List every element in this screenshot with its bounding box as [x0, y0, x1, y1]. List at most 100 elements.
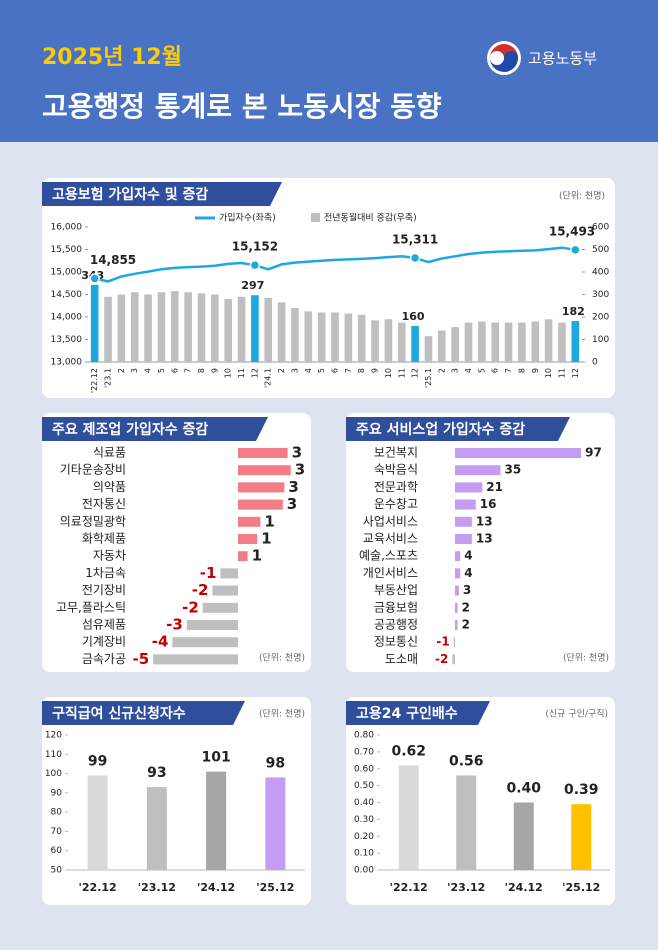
bar	[455, 620, 458, 630]
y2-tick-label: 0	[592, 358, 598, 368]
value-label: 2	[462, 618, 470, 632]
category-label: 전기장비	[82, 583, 126, 597]
bar	[238, 516, 261, 527]
x-tick-label: 3	[130, 368, 139, 373]
bar	[202, 602, 238, 613]
panel	[346, 697, 615, 905]
ministry-logo	[487, 41, 521, 75]
category-label: 화학제품	[82, 532, 126, 546]
x-tick-label: 9	[210, 368, 219, 373]
x-tick-label: '24.12	[197, 881, 235, 894]
unit-label: (신규 구인/구직)	[545, 709, 608, 720]
y2-tick-label: 300	[592, 290, 609, 300]
bar	[153, 654, 238, 665]
category-label: 의료정밀광학	[60, 514, 126, 528]
panel-title: 주요 서비스업 가입자수 증감	[356, 421, 525, 438]
x-tick-label: '24.12	[505, 881, 543, 894]
x-tick-label: '22.12	[390, 881, 428, 894]
x-tick-label: '22.12	[79, 881, 117, 894]
bar	[117, 294, 126, 362]
y-tick-label: 110	[45, 750, 62, 760]
bar	[411, 326, 419, 362]
y-tick-label: 0.70	[354, 747, 374, 757]
bar	[455, 585, 459, 596]
bar	[238, 499, 283, 510]
bar	[518, 322, 526, 362]
category-label: 운수창고	[374, 497, 418, 511]
unit-label: (단위: 천명)	[259, 653, 305, 664]
y-tick-label: 90	[51, 788, 63, 798]
x-tick-label: 4	[304, 368, 313, 373]
x-tick-label: 3	[451, 368, 460, 373]
unit-label: (단위: 천명)	[563, 653, 609, 664]
bar	[397, 322, 406, 362]
bar	[157, 292, 166, 362]
bar	[104, 296, 112, 362]
bar	[197, 293, 206, 362]
bar	[455, 551, 461, 562]
x-tick-label: 6	[170, 368, 179, 373]
category-label: 기타운송장비	[60, 463, 126, 477]
value-label: -2	[182, 598, 199, 616]
bar	[455, 465, 501, 476]
line-value-label: 15,493	[549, 224, 595, 238]
line-marker	[570, 244, 581, 256]
y-tick-label: 0.60	[354, 764, 374, 774]
bar	[238, 534, 258, 544]
value-label: 0.39	[564, 782, 599, 798]
y-tick-label: 14,000	[51, 313, 83, 323]
x-tick-label: 2	[277, 368, 286, 373]
category-label: 섬유제품	[82, 618, 126, 632]
bar	[455, 568, 461, 579]
panel	[346, 413, 615, 672]
bar	[130, 292, 139, 362]
value-label: -3	[166, 616, 183, 634]
y-tick-label: 13,000	[51, 358, 83, 368]
bar	[264, 297, 273, 362]
bar	[451, 327, 459, 362]
bar	[170, 291, 179, 362]
x-tick-label: 11	[237, 368, 246, 378]
x-tick-label: 6	[331, 368, 340, 373]
y-tick-label: 0.20	[354, 832, 374, 842]
line-marker	[249, 259, 261, 271]
value-label: 21	[486, 480, 503, 494]
bar	[238, 465, 291, 476]
header-band	[0, 0, 658, 142]
y2-tick-label: 600	[592, 223, 609, 233]
value-label: 0.56	[449, 754, 484, 770]
y-tick-label: 14,500	[51, 290, 83, 300]
bar	[331, 312, 339, 362]
panel	[42, 697, 311, 905]
bar	[491, 322, 500, 362]
x-tick-label: '25.1	[424, 368, 433, 388]
bar	[513, 802, 534, 870]
x-tick-label: 5	[317, 368, 326, 373]
bar	[571, 321, 580, 362]
value-label: 3	[287, 495, 297, 513]
line-value-label: 15,311	[392, 233, 438, 247]
value-label: 0.40	[506, 781, 541, 797]
y-tick-label: 0.50	[354, 781, 374, 791]
y-tick-label: 0.30	[354, 815, 374, 825]
category-label: 금속가공	[82, 652, 126, 666]
category-label: 1차금속	[85, 566, 126, 580]
bar	[238, 551, 248, 562]
category-label: 의약품	[93, 479, 126, 494]
bar	[464, 322, 473, 362]
value-label: 35	[505, 463, 522, 477]
panel-title: 고용보험 가입자수 및 증감	[52, 186, 208, 203]
y2-tick-label: 100	[592, 335, 609, 345]
bar	[455, 482, 483, 493]
bar	[455, 534, 472, 544]
bar	[304, 311, 313, 362]
bar	[206, 771, 227, 870]
value-label: -5	[133, 650, 150, 668]
x-tick-label: 7	[184, 368, 193, 373]
value-label: -2	[435, 652, 448, 666]
value-label: 97	[585, 446, 602, 460]
bar	[455, 448, 582, 458]
value-label: 3	[463, 583, 471, 597]
x-tick-label: 8	[517, 368, 526, 373]
